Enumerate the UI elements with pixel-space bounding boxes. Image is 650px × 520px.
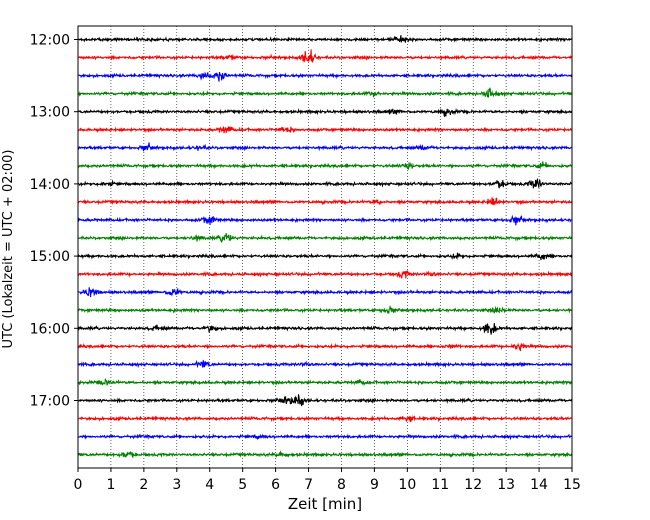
x-tick-label: 12 bbox=[464, 477, 482, 493]
y-tick-label: 12:00 bbox=[30, 33, 70, 49]
x-tick-label: 8 bbox=[337, 477, 346, 493]
y-tick-label: 15:00 bbox=[30, 249, 70, 265]
x-tick-label: 10 bbox=[398, 477, 416, 493]
trace-1445 bbox=[77, 233, 573, 243]
trace-1630 bbox=[77, 359, 573, 369]
trace-1215 bbox=[77, 49, 573, 64]
trace-1700 bbox=[77, 394, 573, 407]
trace-1245 bbox=[77, 87, 573, 99]
trace-1645 bbox=[77, 378, 573, 387]
y-tick-label: 16:00 bbox=[30, 321, 70, 337]
trace-1500 bbox=[77, 252, 573, 261]
y-tick-label: 13:00 bbox=[30, 105, 70, 121]
y-axis-label: UTC (Lokalzeit = UTC + 02:00) bbox=[1, 150, 16, 349]
x-tick-label: 2 bbox=[139, 477, 148, 493]
x-tick-label: 9 bbox=[370, 477, 379, 493]
trace-1200 bbox=[77, 35, 572, 43]
x-tick-label: 6 bbox=[271, 477, 280, 493]
trace-1230 bbox=[77, 71, 573, 82]
x-tick-label: 11 bbox=[431, 477, 449, 493]
trace-layer bbox=[77, 35, 573, 459]
x-axis-label: Zeit [min] bbox=[288, 495, 362, 513]
plot-frame bbox=[77, 25, 573, 469]
axis-ticks: 0 1 2 3 4 5 6 7 8 9 10 11 12 13 14 1512:0013:0014:0015:… bbox=[30, 33, 581, 494]
x-tick-label: 4 bbox=[205, 477, 214, 493]
x-tick-label: 3 bbox=[172, 477, 181, 493]
grid-lines bbox=[110, 26, 540, 468]
trace-1545 bbox=[77, 304, 573, 315]
x-tick-label: 13 bbox=[497, 477, 515, 493]
y-tick-label: 14:00 bbox=[30, 177, 70, 193]
x-tick-label: 14 bbox=[530, 477, 548, 493]
trace-1530 bbox=[77, 287, 573, 298]
trace-1615 bbox=[77, 342, 573, 352]
trace-1515 bbox=[77, 270, 573, 279]
x-tick-label: 1 bbox=[106, 477, 115, 493]
y-tick-label: 17:00 bbox=[30, 394, 70, 410]
trace-1715 bbox=[77, 414, 573, 423]
trace-1345 bbox=[77, 161, 572, 171]
trace-1330 bbox=[77, 142, 573, 152]
trace-1745 bbox=[77, 450, 573, 459]
trace-1430 bbox=[77, 214, 573, 226]
trace-1415 bbox=[77, 197, 573, 206]
trace-1400 bbox=[77, 177, 573, 189]
x-tick-label: 7 bbox=[304, 477, 313, 493]
x-tick-label: 15 bbox=[563, 477, 581, 493]
x-tick-label: 0 bbox=[74, 477, 83, 493]
trace-1600 bbox=[77, 323, 573, 335]
trace-1730 bbox=[77, 433, 573, 441]
trace-1315 bbox=[77, 125, 573, 134]
x-tick-label: 5 bbox=[238, 477, 247, 493]
trace-1300 bbox=[77, 107, 573, 117]
